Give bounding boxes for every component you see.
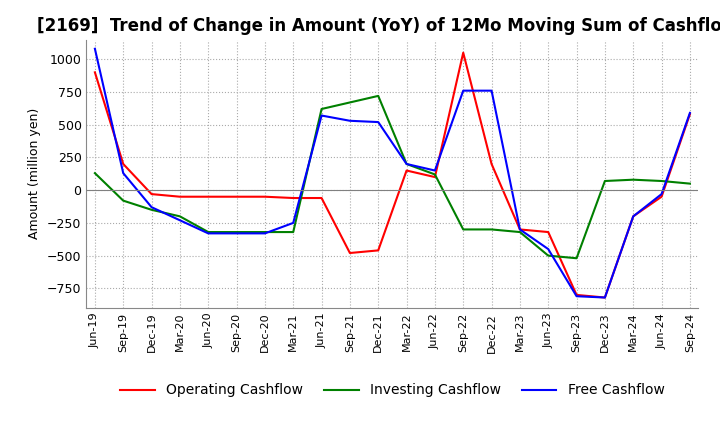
Operating Cashflow [402, 168, 411, 173]
Free Cashflow [374, 119, 382, 125]
Free Cashflow [600, 295, 609, 300]
Free Cashflow [459, 88, 467, 93]
Investing Cashflow [402, 161, 411, 167]
Operating Cashflow [318, 195, 326, 201]
Operating Cashflow [431, 174, 439, 180]
Operating Cashflow [544, 229, 552, 235]
Free Cashflow [544, 246, 552, 252]
Investing Cashflow [572, 256, 581, 261]
Y-axis label: Amount (million yen): Amount (million yen) [29, 108, 42, 239]
Investing Cashflow [119, 198, 127, 203]
Legend: Operating Cashflow, Investing Cashflow, Free Cashflow: Operating Cashflow, Investing Cashflow, … [114, 378, 670, 403]
Investing Cashflow [374, 93, 382, 99]
Investing Cashflow [233, 229, 241, 235]
Free Cashflow [233, 231, 241, 236]
Free Cashflow [685, 110, 694, 116]
Operating Cashflow [685, 112, 694, 117]
Investing Cashflow [544, 253, 552, 258]
Operating Cashflow [261, 194, 269, 199]
Investing Cashflow [657, 178, 666, 183]
Free Cashflow [204, 231, 212, 236]
Free Cashflow [402, 161, 411, 167]
Operating Cashflow [487, 161, 496, 167]
Investing Cashflow [176, 214, 184, 219]
Free Cashflow [572, 293, 581, 299]
Free Cashflow [91, 46, 99, 51]
Investing Cashflow [261, 229, 269, 235]
Investing Cashflow [318, 106, 326, 112]
Free Cashflow [487, 88, 496, 93]
Free Cashflow [176, 218, 184, 223]
Free Cashflow [431, 168, 439, 173]
Operating Cashflow [629, 214, 637, 219]
Investing Cashflow [148, 207, 156, 213]
Investing Cashflow [431, 172, 439, 177]
Operating Cashflow [233, 194, 241, 199]
Free Cashflow [516, 227, 524, 232]
Investing Cashflow [600, 178, 609, 183]
Investing Cashflow [516, 229, 524, 235]
Free Cashflow [629, 214, 637, 219]
Free Cashflow [346, 118, 354, 123]
Title: [2169]  Trend of Change in Amount (YoY) of 12Mo Moving Sum of Cashflows: [2169] Trend of Change in Amount (YoY) o… [37, 17, 720, 35]
Free Cashflow [261, 231, 269, 236]
Free Cashflow [119, 171, 127, 176]
Investing Cashflow [91, 171, 99, 176]
Line: Operating Cashflow: Operating Cashflow [95, 53, 690, 297]
Line: Investing Cashflow: Investing Cashflow [95, 96, 690, 258]
Operating Cashflow [346, 250, 354, 256]
Operating Cashflow [374, 248, 382, 253]
Investing Cashflow [346, 100, 354, 105]
Free Cashflow [148, 205, 156, 210]
Operating Cashflow [657, 194, 666, 199]
Free Cashflow [289, 220, 297, 226]
Operating Cashflow [516, 227, 524, 232]
Operating Cashflow [91, 70, 99, 75]
Line: Free Cashflow: Free Cashflow [95, 49, 690, 297]
Operating Cashflow [119, 161, 127, 167]
Operating Cashflow [176, 194, 184, 199]
Investing Cashflow [487, 227, 496, 232]
Investing Cashflow [204, 229, 212, 235]
Investing Cashflow [459, 227, 467, 232]
Free Cashflow [657, 191, 666, 197]
Operating Cashflow [204, 194, 212, 199]
Operating Cashflow [148, 191, 156, 197]
Free Cashflow [318, 113, 326, 118]
Investing Cashflow [289, 229, 297, 235]
Operating Cashflow [600, 295, 609, 300]
Investing Cashflow [629, 177, 637, 182]
Operating Cashflow [572, 292, 581, 297]
Operating Cashflow [459, 50, 467, 55]
Operating Cashflow [289, 195, 297, 201]
Investing Cashflow [685, 181, 694, 186]
